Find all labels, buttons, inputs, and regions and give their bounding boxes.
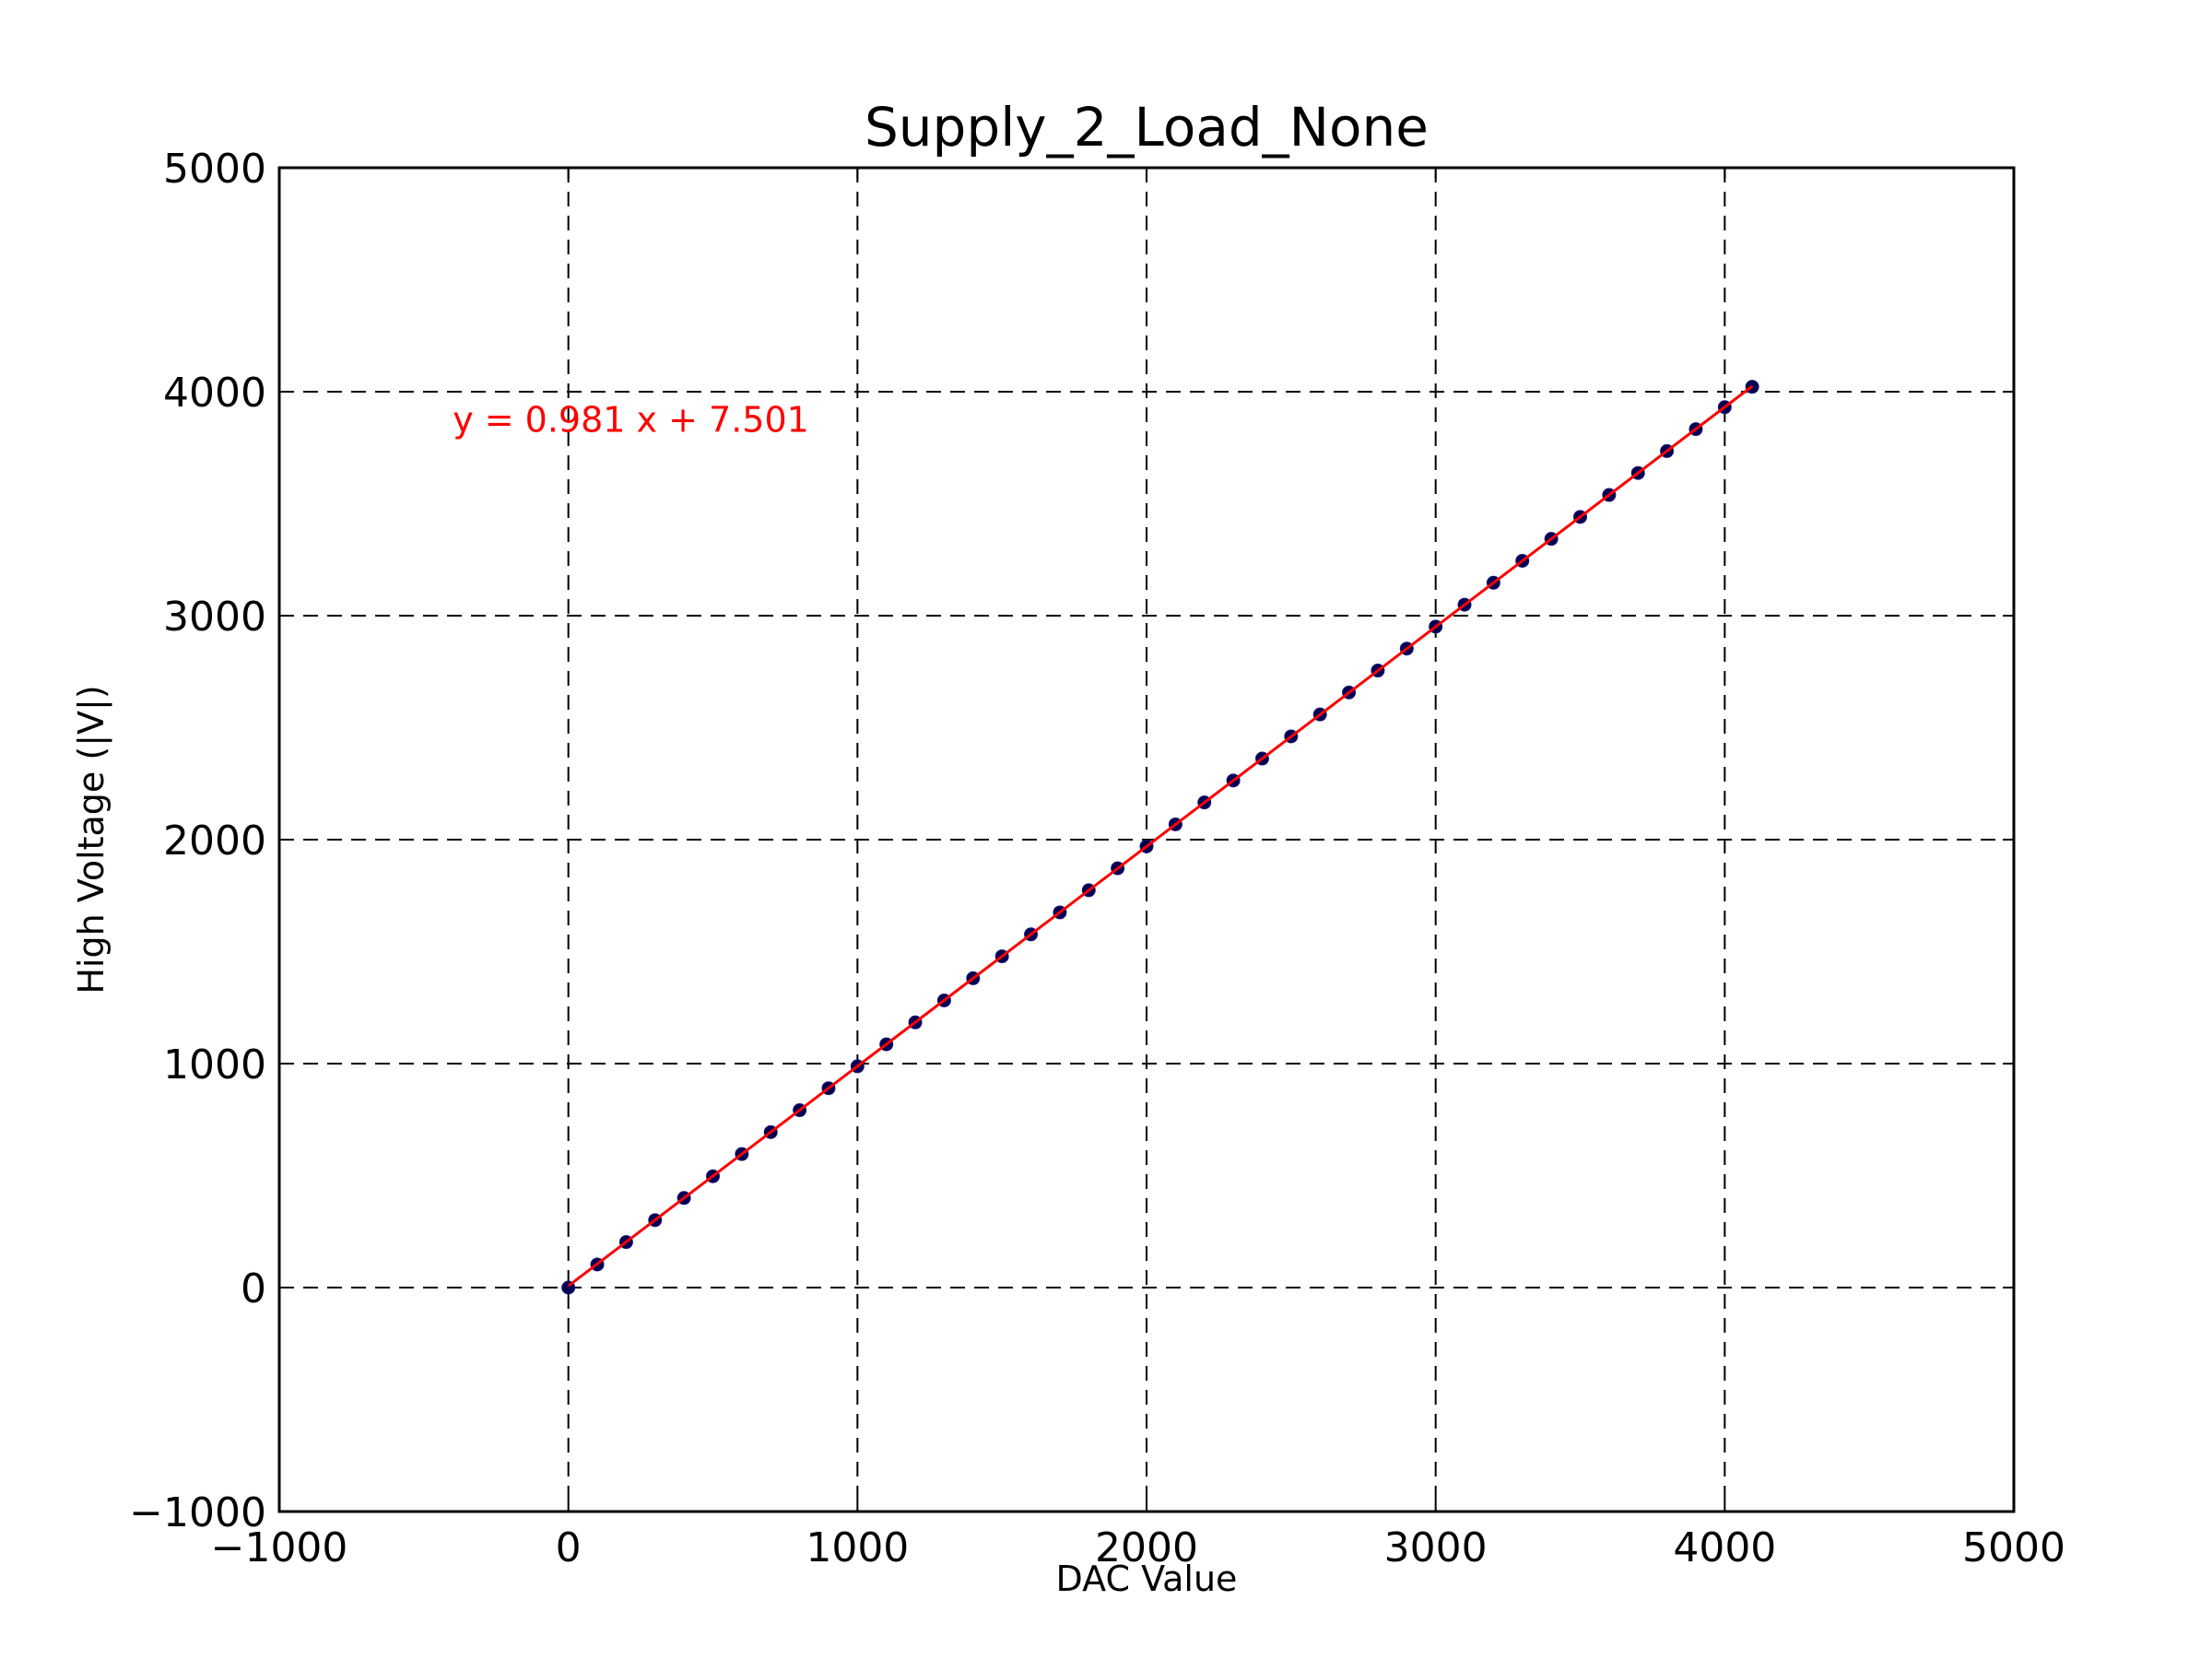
x-tick-label: −1000 xyxy=(211,1524,348,1571)
x-axis-label: DAC Value xyxy=(1056,1559,1238,1599)
y-tick-label: 4000 xyxy=(163,370,266,417)
x-tick-label: 5000 xyxy=(1962,1524,2065,1571)
data-series xyxy=(561,380,1759,1295)
fit-line xyxy=(567,384,1754,1288)
chart-title: Supply_2_Load_None xyxy=(865,96,1429,159)
y-tick-label: 3000 xyxy=(163,594,266,641)
x-tick-label: 2000 xyxy=(1095,1524,1198,1571)
x-tick-label: 1000 xyxy=(806,1524,909,1571)
axis-ticks: −1000 0 1000 2000 3000 4000 5000 −1000 0 1000 2000… xyxy=(129,146,2065,1571)
y-axis-label: High Voltage (|V|) xyxy=(71,685,112,994)
grid-lines xyxy=(279,168,2014,1512)
annotations: y = 0.981 x + 7.501 xyxy=(453,400,809,441)
y-tick-label: 0 xyxy=(241,1265,266,1312)
x-tick-label: 4000 xyxy=(1673,1524,1776,1571)
y-tick-label: 2000 xyxy=(163,818,266,865)
x-tick-label: 0 xyxy=(556,1524,582,1571)
y-tick-label: 1000 xyxy=(163,1041,266,1088)
fit-equation-annotation: y = 0.981 x + 7.501 xyxy=(453,400,809,441)
x-tick-label: 3000 xyxy=(1384,1524,1488,1571)
y-tick-label: −1000 xyxy=(129,1489,266,1536)
y-tick-label: 5000 xyxy=(163,146,266,193)
